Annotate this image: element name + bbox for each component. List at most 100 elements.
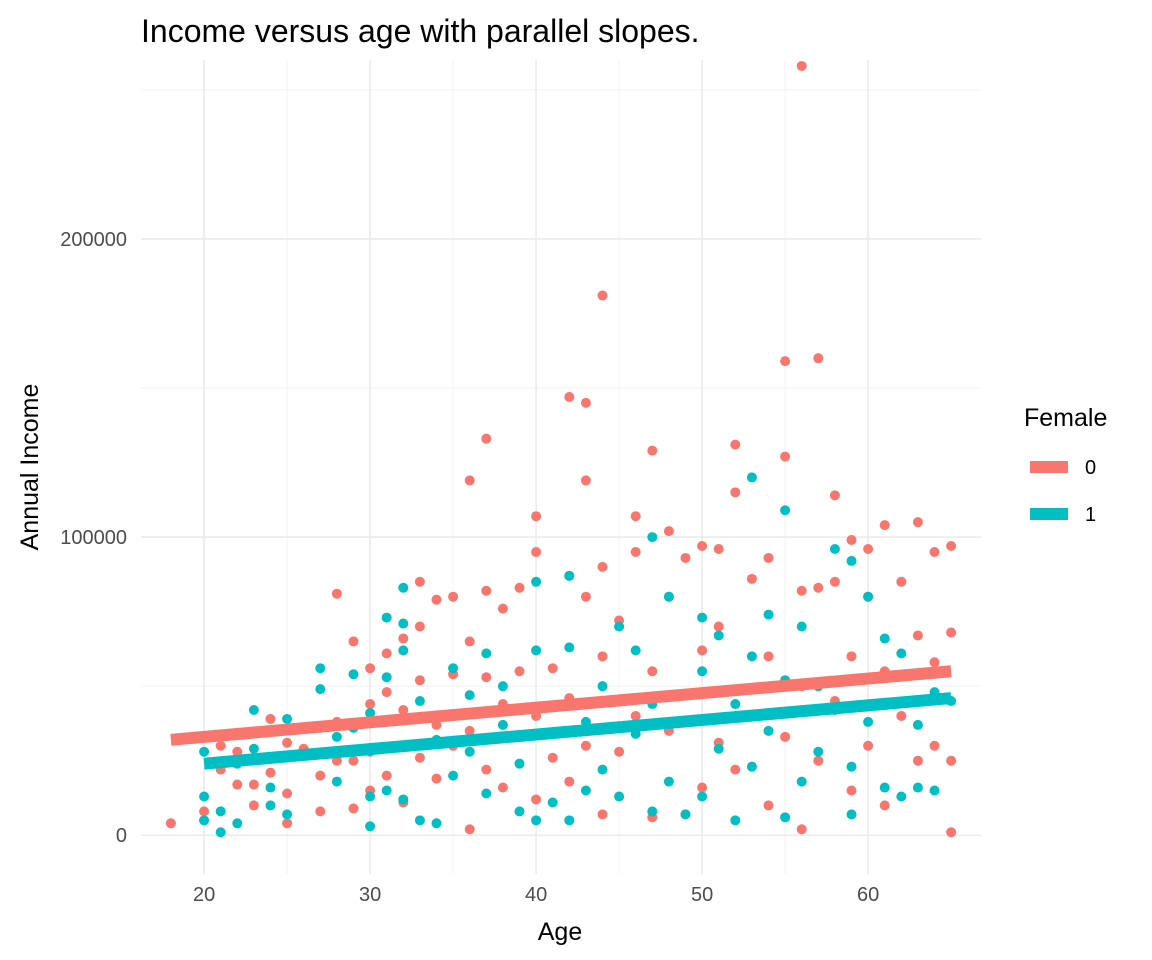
data-point-series-1 <box>265 800 276 811</box>
data-point-series-0 <box>929 546 940 557</box>
data-point-series-1 <box>331 776 342 787</box>
data-point-series-0 <box>232 746 243 757</box>
data-point-series-0 <box>614 746 625 757</box>
data-point-series-1 <box>863 591 874 602</box>
data-point-series-1 <box>697 791 708 802</box>
data-point-series-1 <box>414 815 425 826</box>
data-point-series-1 <box>381 785 392 796</box>
data-point-series-1 <box>365 791 376 802</box>
data-point-series-0 <box>448 591 459 602</box>
data-point-series-0 <box>381 687 392 698</box>
y-tick-label: 100000 <box>60 527 127 549</box>
data-point-series-0 <box>846 651 857 662</box>
data-point-series-0 <box>414 752 425 763</box>
data-point-series-0 <box>580 475 591 486</box>
data-point-series-0 <box>580 740 591 751</box>
data-point-series-0 <box>481 672 492 683</box>
data-point-series-1 <box>282 713 293 724</box>
legend-label-series-0: 0 <box>1085 457 1096 479</box>
data-point-series-0 <box>282 737 293 748</box>
data-point-series-1 <box>730 815 741 826</box>
data-point-series-1 <box>481 788 492 799</box>
data-point-series-1 <box>663 776 674 787</box>
legend: Female 0 1 <box>1024 404 1107 526</box>
data-point-series-1 <box>232 818 243 829</box>
data-point-series-1 <box>697 666 708 677</box>
data-point-series-0 <box>813 755 824 766</box>
data-point-series-0 <box>780 356 791 367</box>
data-point-series-0 <box>547 663 558 674</box>
data-point-series-1 <box>514 758 525 769</box>
data-point-series-1 <box>398 582 409 593</box>
data-point-series-0 <box>414 621 425 632</box>
data-point-series-0 <box>531 546 542 557</box>
data-point-series-1 <box>381 672 392 683</box>
data-point-series-1 <box>813 746 824 757</box>
data-point-series-0 <box>265 767 276 778</box>
data-point-series-1 <box>365 821 376 832</box>
data-point-series-0 <box>248 800 259 811</box>
data-point-series-0 <box>630 710 641 721</box>
data-point-series-0 <box>282 818 293 829</box>
y-axis-tick-labels: 0 100000 200000 <box>60 229 127 847</box>
data-point-series-0 <box>531 794 542 805</box>
data-point-series-1 <box>348 669 359 680</box>
legend-label-series-1: 1 <box>1085 504 1096 526</box>
data-point-series-0 <box>248 779 259 790</box>
data-point-series-0 <box>813 353 824 364</box>
data-point-series-0 <box>282 788 293 799</box>
data-point-series-0 <box>697 782 708 793</box>
data-point-series-1 <box>448 770 459 781</box>
data-point-series-1 <box>431 818 442 829</box>
data-point-series-1 <box>614 791 625 802</box>
data-point-series-0 <box>630 511 641 522</box>
data-point-series-1 <box>265 782 276 793</box>
x-tick-label: 30 <box>359 884 381 906</box>
data-point-series-1 <box>248 705 259 716</box>
legend-title: Female <box>1024 404 1107 432</box>
data-point-series-1 <box>829 543 840 554</box>
data-point-series-1 <box>497 719 508 730</box>
data-point-series-1 <box>680 809 691 820</box>
data-point-series-0 <box>780 451 791 462</box>
data-point-series-0 <box>365 663 376 674</box>
data-point-series-0 <box>547 752 558 763</box>
data-point-series-1 <box>912 782 923 793</box>
data-point-series-0 <box>912 755 923 766</box>
x-tick-label: 20 <box>193 884 215 906</box>
data-point-series-0 <box>796 585 807 596</box>
data-point-series-0 <box>431 594 442 605</box>
data-point-series-1 <box>331 731 342 742</box>
data-point-series-0 <box>780 731 791 742</box>
data-point-series-0 <box>497 782 508 793</box>
data-point-series-1 <box>763 725 774 736</box>
data-point-series-0 <box>647 666 658 677</box>
data-point-series-0 <box>829 490 840 501</box>
fit-line-series-0 <box>170 665 952 746</box>
data-point-series-1 <box>780 505 791 516</box>
data-point-series-0 <box>165 818 176 829</box>
data-point-series-0 <box>414 675 425 686</box>
data-point-series-0 <box>348 636 359 647</box>
data-point-series-1 <box>531 576 542 587</box>
data-point-series-0 <box>846 785 857 796</box>
data-point-series-0 <box>713 621 724 632</box>
data-point-series-1 <box>381 612 392 623</box>
data-point-series-1 <box>199 746 210 757</box>
data-point-series-1 <box>730 699 741 710</box>
data-point-series-1 <box>282 809 293 820</box>
data-point-series-0 <box>763 651 774 662</box>
data-point-series-1 <box>531 815 542 826</box>
data-point-series-1 <box>497 681 508 692</box>
data-point-series-0 <box>863 543 874 554</box>
data-point-series-0 <box>481 585 492 596</box>
data-point-series-0 <box>315 806 326 817</box>
y-axis-title: Annual Income <box>16 384 44 551</box>
data-point-series-1 <box>464 690 475 701</box>
data-point-series-0 <box>713 543 724 554</box>
data-point-series-1 <box>746 761 757 772</box>
x-tick-label: 60 <box>857 884 879 906</box>
data-point-series-0 <box>481 764 492 775</box>
data-point-series-0 <box>564 391 575 402</box>
data-point-series-0 <box>497 603 508 614</box>
